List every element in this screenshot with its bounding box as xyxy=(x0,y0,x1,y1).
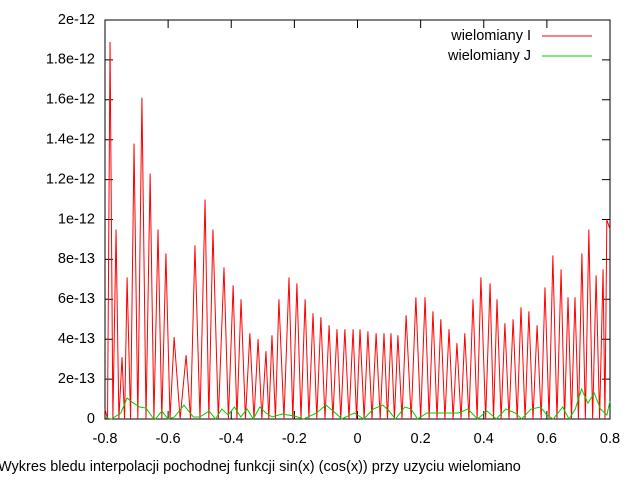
y-tick-label: 6e-13 xyxy=(58,291,95,307)
y-tick-label: 1e-12 xyxy=(58,211,95,227)
x-tick-label: 0.2 xyxy=(411,431,431,447)
y-tick-label: 4e-13 xyxy=(58,331,95,347)
legend-label: wielomiany I xyxy=(450,28,531,44)
series-line xyxy=(104,387,611,420)
y-tick-label: 1.8e-12 xyxy=(46,52,95,68)
y-tick-label: 0 xyxy=(87,411,95,427)
series-line xyxy=(104,41,611,420)
x-tick-label: -0.6 xyxy=(156,431,181,447)
plot-frame xyxy=(104,19,611,420)
x-tick-label: 0.6 xyxy=(537,431,557,447)
x-tick-label: -0.4 xyxy=(219,431,244,447)
x-tick-label: -0.8 xyxy=(93,431,118,447)
x-tick-label: -0.2 xyxy=(282,431,307,447)
x-tick-label: 0.4 xyxy=(474,431,494,447)
y-tick-label: 1.2e-12 xyxy=(46,171,95,187)
y-tick-label: 1.6e-12 xyxy=(46,92,95,108)
x-axis-label: Wykres bledu interpolacji pochodnej funk… xyxy=(0,459,521,475)
x-tick-label: 0 xyxy=(353,431,361,447)
x-tick-label: 0.8 xyxy=(600,431,620,447)
y-tick-label: 2e-13 xyxy=(58,371,95,387)
y-tick-label: 2e-12 xyxy=(58,12,95,28)
y-tick-label: 1.4e-12 xyxy=(46,132,95,148)
legend-label: wielomiany J xyxy=(447,48,531,64)
y-tick-label: 8e-13 xyxy=(58,251,95,267)
